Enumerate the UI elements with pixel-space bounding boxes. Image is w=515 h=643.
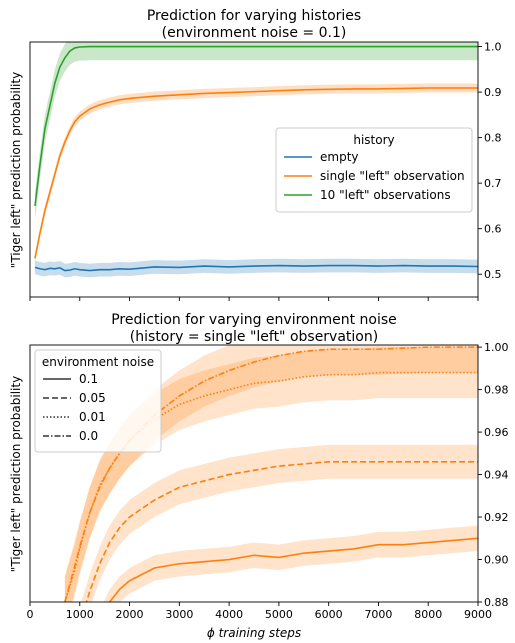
legend-label: 0.01 [79,410,106,424]
series-line [34,45,478,207]
x-tick-label: 4000 [215,608,243,621]
chart-varying-histories: Prediction for varying histories (enviro… [9,8,502,301]
plot-area [34,42,478,278]
plot-area [64,345,478,602]
x-tick-label: 9000 [464,608,492,621]
legend-label: 0.0 [79,429,98,443]
x-tick-label: 2000 [116,608,144,621]
legend-box [275,127,473,213]
chart-subtitle: (history = single "left" observation) [130,329,378,345]
x-tick-label: 5000 [265,608,293,621]
y-tick-label: 0.8 [484,132,502,145]
y-tick-label: 0.9 [484,86,502,99]
chart-title: Prediction for varying environment noise [111,312,397,328]
y-tick-label: 0.98 [484,384,509,397]
series-line [64,371,478,602]
y-tick-label: 0.94 [484,469,509,482]
y-axis-label: "Tiger left" prediction probability [9,72,23,268]
plot-frame [29,41,479,298]
x-tick-label: 8000 [414,608,442,621]
legend-label: 0.05 [79,391,106,405]
legend: history empty single "left" observation 10 … [275,127,473,213]
legend-title: history [353,133,394,147]
y-tick-label: 0.92 [484,511,509,524]
legend-label: single "left" observation [320,169,465,183]
series-line [108,537,478,602]
y-tick-label: 1.00 [484,341,509,354]
y-tick-label: 0.88 [484,596,509,609]
series-band [64,345,478,602]
series-line [34,264,478,272]
series-band [34,42,478,220]
y-axis-label: "Tiger left" prediction probability [9,376,23,572]
series-line [64,346,478,602]
legend-title: environment noise [42,355,154,369]
x-axis-label: ϕ training steps [207,626,301,640]
y-tick-label: 0.90 [484,554,509,567]
legend: environment noise 0.1 0.05 0.01 0.0 [34,349,162,453]
x-tick-label: 7000 [364,608,392,621]
x-tick-label: 6000 [315,608,343,621]
y-tick-label: 1.0 [484,41,502,54]
chart-varying-noise: Prediction for varying environment noise… [9,312,509,640]
legend-label: 10 "left" observations [320,188,451,202]
y-tick-label: 0.96 [484,426,509,439]
legend-label: 0.1 [79,372,98,386]
plot-frame [29,344,479,603]
y-tick-label: 0.6 [484,223,502,236]
x-tick-label: 1000 [66,608,94,621]
series-band [34,258,478,278]
y-tick-label: 0.5 [484,268,502,281]
chart-subtitle: (environment noise = 0.1) [162,25,347,41]
chart-title: Prediction for varying histories [147,8,361,24]
legend-label: empty [320,150,359,164]
series-line [34,87,478,259]
y-tick-label: 0.7 [484,177,502,190]
legend-box [34,349,162,453]
x-tick-label: 0 [27,608,34,621]
series-band [81,444,478,602]
series-line [85,461,478,602]
x-tick-label: 3000 [165,608,193,621]
